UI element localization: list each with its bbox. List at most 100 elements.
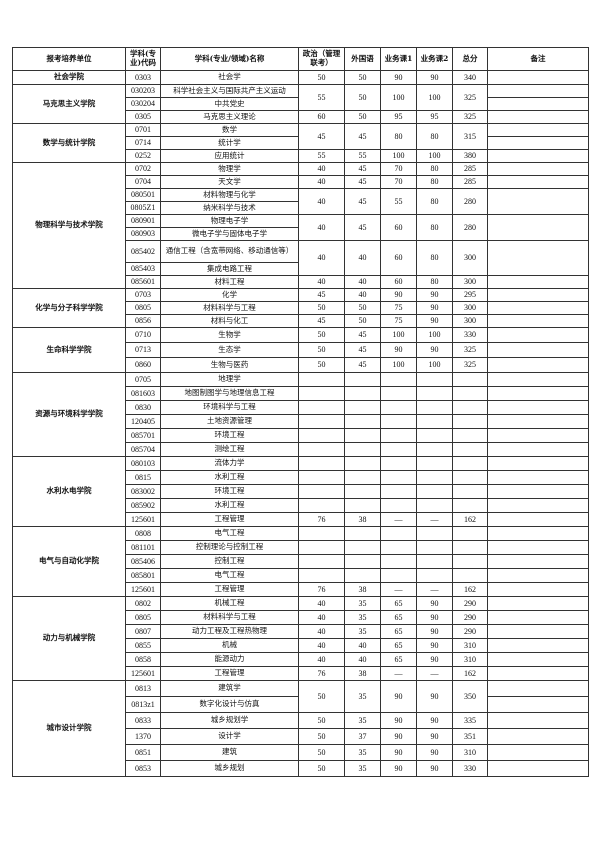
course2-score: 100: [416, 357, 453, 373]
foreign-language-score: 55: [344, 149, 381, 163]
subject-name: 纳米科学与技术: [160, 201, 299, 215]
subject-code: 0805: [125, 301, 161, 315]
course2-score: [416, 554, 453, 569]
course2-score: 90: [416, 314, 453, 328]
foreign-language-score: 38: [344, 512, 381, 527]
remarks-cell: [487, 652, 589, 667]
subject-name: 生物学: [160, 327, 299, 343]
subject-name: 控制理论与控制工程: [160, 540, 299, 555]
subject-code: 125601: [125, 582, 161, 597]
subject-name: 电气工程: [160, 568, 299, 583]
subject-name: 统计学: [160, 136, 299, 150]
course2-score: 100: [416, 84, 453, 111]
subject-name: 环境工程: [160, 428, 299, 443]
politics-score: 50: [298, 342, 345, 358]
course1-score: —: [380, 512, 417, 527]
header-subject: 学科(专业/领域)名称: [160, 47, 299, 71]
subject-code: 0853: [125, 760, 161, 777]
table-row: 0805 材料科学与工程 40 35 65 90 290: [13, 610, 589, 625]
remarks-cell: [487, 123, 589, 137]
subject-code: 1370: [125, 728, 161, 745]
subject-name: 集成电路工程: [160, 262, 299, 276]
table-row: 085801 电气工程: [13, 568, 589, 583]
subject-code: 0860: [125, 357, 161, 373]
course2-score: 90: [416, 288, 453, 302]
total-score: 162: [452, 582, 488, 597]
foreign-language-score: 38: [344, 666, 381, 681]
course2-score: [416, 498, 453, 513]
table-row: 085406 控制工程: [13, 554, 589, 569]
course2-score: 80: [416, 188, 453, 215]
subject-name: 控制工程: [160, 554, 299, 569]
subject-code: 080903: [125, 227, 161, 241]
course1-score: [380, 400, 417, 415]
total-score: [452, 540, 488, 555]
total-score: 330: [452, 327, 488, 343]
course1-score: 90: [380, 288, 417, 302]
foreign-language-score: 45: [344, 123, 381, 150]
total-score: 300: [452, 240, 488, 276]
subject-name: 地理学: [160, 372, 299, 387]
politics-score: [298, 442, 345, 457]
table-row: 0714 统计学: [13, 136, 589, 150]
remarks-cell: [487, 110, 589, 124]
course2-score: 80: [416, 175, 453, 189]
subject-code: 0252: [125, 149, 161, 163]
subject-code: 0701: [125, 123, 161, 137]
politics-score: 40: [298, 240, 345, 276]
subject-name: 材料物理与化学: [160, 188, 299, 202]
course2-score: 80: [416, 275, 453, 289]
foreign-language-score: [344, 554, 381, 569]
subject-code: 085704: [125, 442, 161, 457]
total-score: 325: [452, 84, 488, 111]
course1-score: 65: [380, 624, 417, 639]
foreign-language-score: 35: [344, 680, 381, 713]
subject-name: 数字化设计与仿真: [160, 696, 299, 713]
remarks-cell: [487, 428, 589, 443]
subject-code: 125601: [125, 666, 161, 681]
remarks-cell: [487, 624, 589, 639]
subject-name: 建筑: [160, 744, 299, 761]
course1-score: [380, 372, 417, 387]
course2-score: 90: [416, 638, 453, 653]
table-row: 0704 天文学 40 45 70 80 285: [13, 175, 589, 189]
politics-score: 40: [298, 624, 345, 639]
foreign-language-score: 35: [344, 760, 381, 777]
subject-code: 0714: [125, 136, 161, 150]
subject-code: 125601: [125, 512, 161, 527]
header-code: 学科(专业)代码: [125, 47, 161, 71]
remarks-cell: [487, 554, 589, 569]
course1-score: 65: [380, 652, 417, 667]
politics-score: [298, 554, 345, 569]
course2-score: 90: [416, 624, 453, 639]
course2-score: [416, 428, 453, 443]
politics-score: 40: [298, 175, 345, 189]
politics-score: 60: [298, 110, 345, 124]
course2-score: 90: [416, 712, 453, 729]
remarks-cell: [487, 357, 589, 373]
subject-name: 能源动力: [160, 652, 299, 667]
remarks-cell: [487, 97, 589, 111]
subject-name: 生物与医药: [160, 357, 299, 373]
subject-name: 通信工程（含宽带网络、移动通信等）: [160, 240, 299, 263]
total-score: [452, 414, 488, 429]
politics-score: [298, 372, 345, 387]
course2-score: [416, 470, 453, 485]
college-name: 资源与环境科学学院: [12, 372, 126, 457]
table-row: 0805 材料科学与工程 50 50 75 90 300: [13, 301, 589, 315]
subject-name: 物理电子学: [160, 214, 299, 228]
subject-code: 0705: [125, 372, 161, 387]
total-score: [452, 456, 488, 471]
subject-code: 080103: [125, 456, 161, 471]
politics-score: 40: [298, 214, 345, 241]
remarks-cell: [487, 372, 589, 387]
total-score: 315: [452, 123, 488, 150]
subject-code: 080501: [125, 188, 161, 202]
table-row: 生命科学学院 0710 生物学 50 45 100 100 330: [12, 327, 589, 373]
remarks-cell: [487, 596, 589, 611]
table-row: 动力与机械学院 0802 机械工程 40 35 65 90 290: [12, 596, 589, 681]
course1-score: 65: [380, 610, 417, 625]
foreign-language-score: [344, 372, 381, 387]
politics-score: 40: [298, 638, 345, 653]
politics-score: 45: [298, 314, 345, 328]
